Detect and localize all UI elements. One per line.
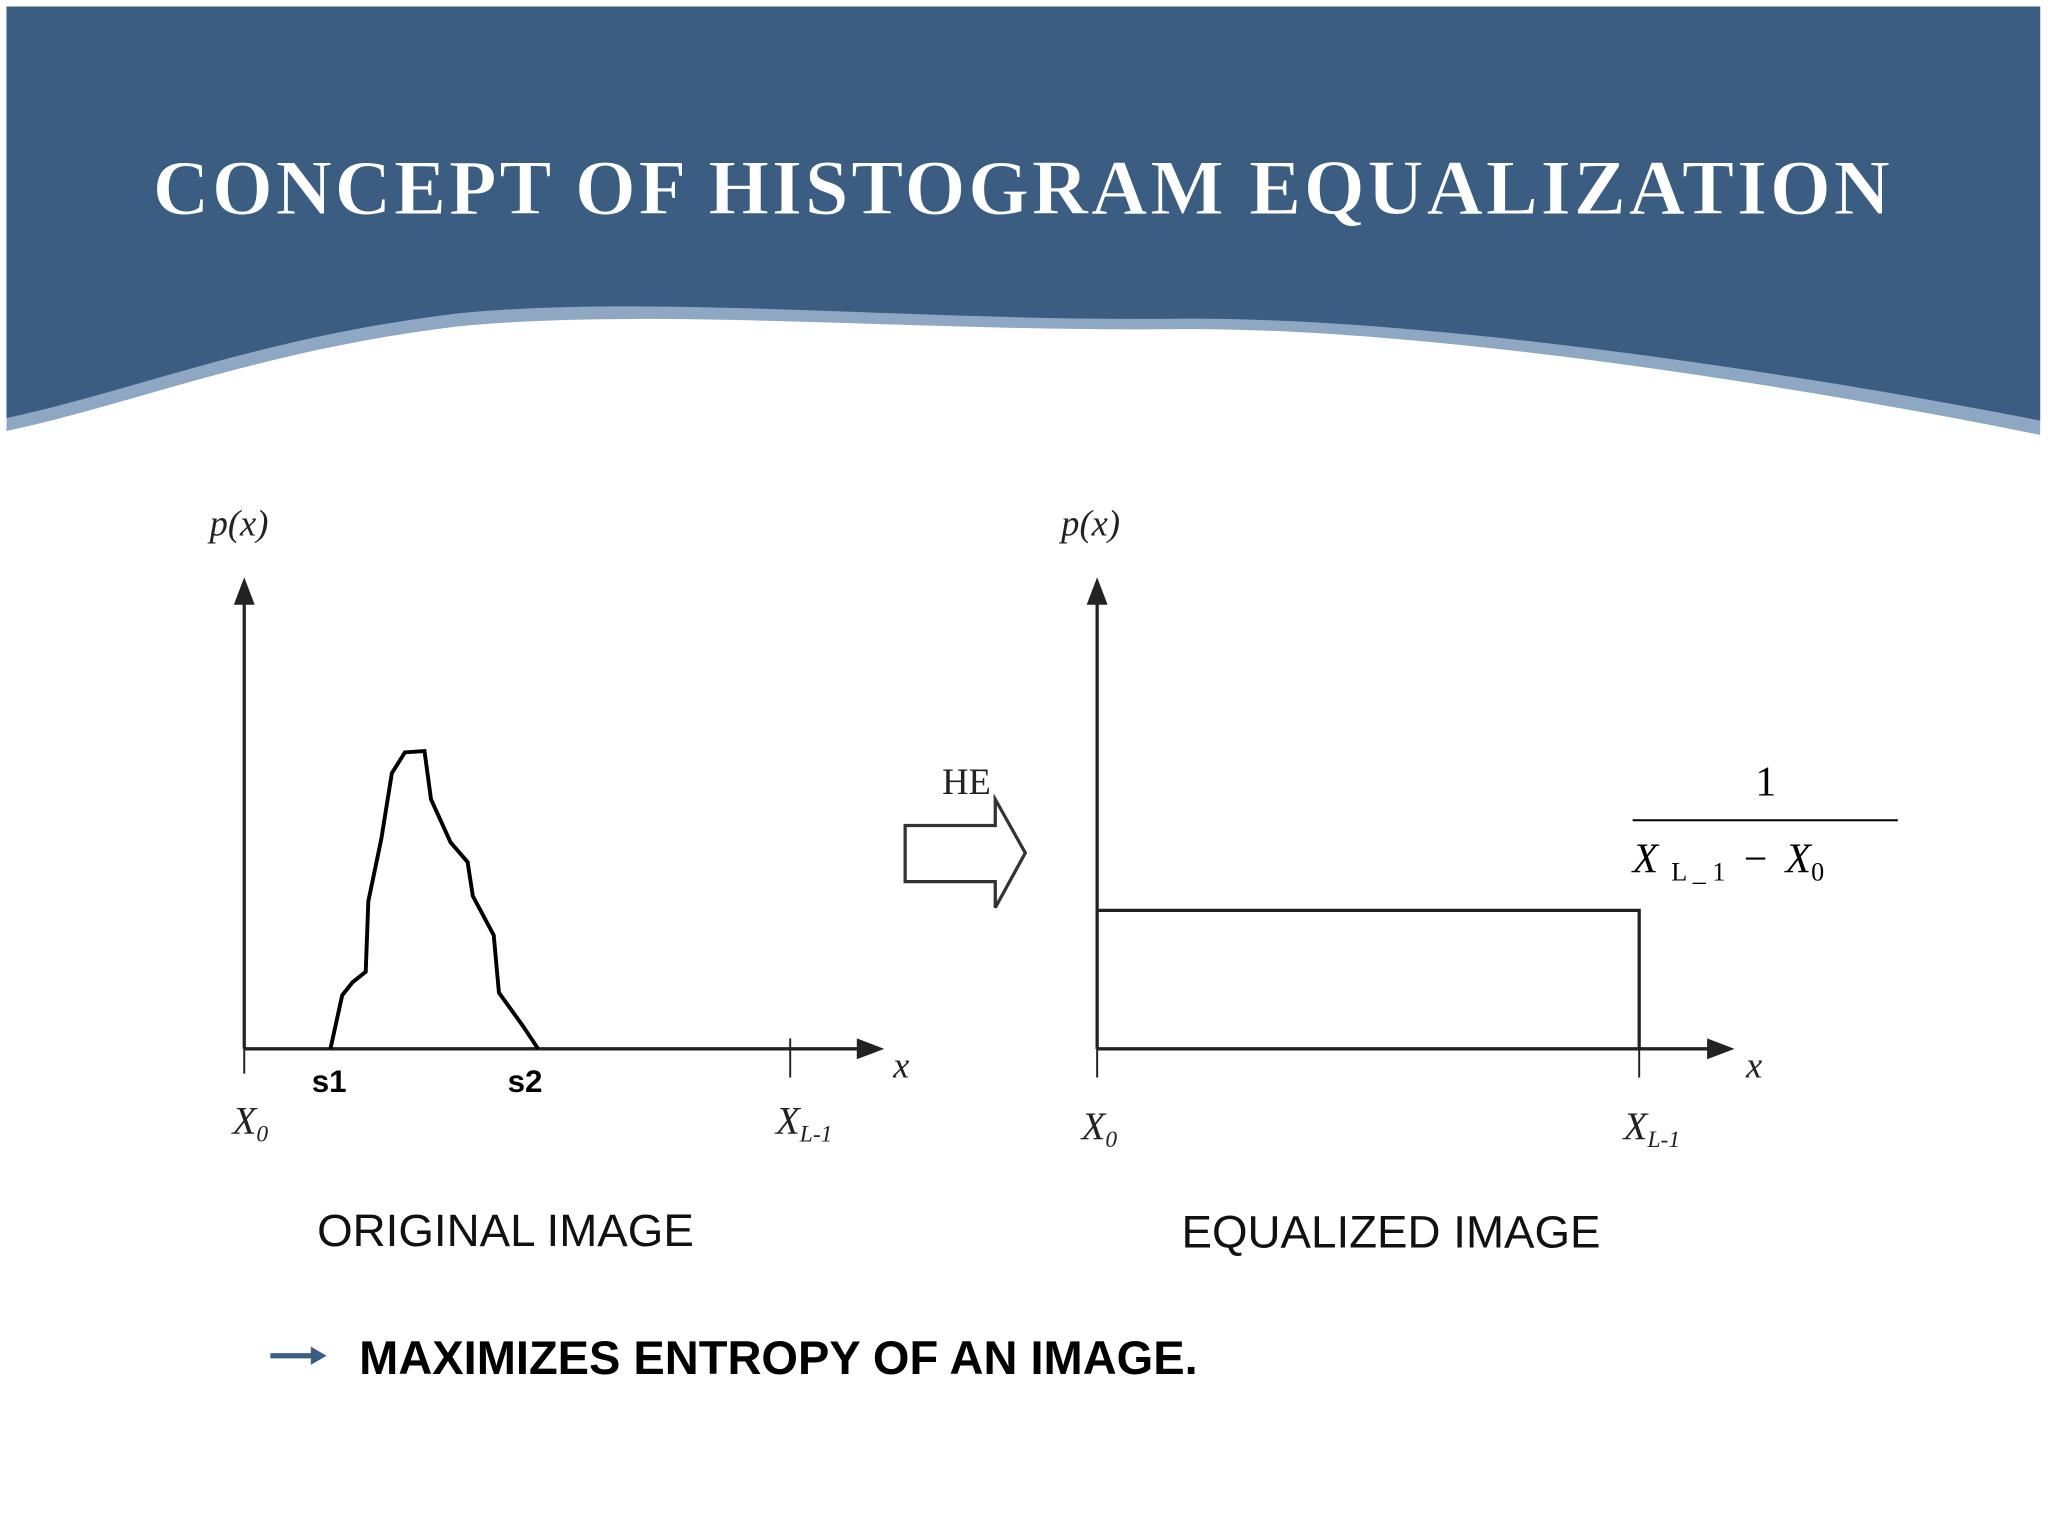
arrowhead: [1707, 1038, 1735, 1060]
y-label: p(x): [207, 503, 269, 544]
uniform-level: [1097, 908, 1641, 1049]
s2-label: s2: [508, 1064, 543, 1099]
x-start-sub: 0: [1105, 1127, 1117, 1153]
histogram-curve: [328, 748, 540, 1050]
numerator: 1: [1755, 759, 1776, 805]
equalized-axes: [1095, 598, 1714, 1078]
arrowhead: [1086, 577, 1108, 605]
arrowhead: [233, 577, 255, 605]
x-end-main: X: [774, 1100, 802, 1143]
original-axes: [242, 598, 863, 1078]
he-label: HE: [942, 761, 991, 802]
title: CONCEPT OF HISTOGRAM EQUALIZATION: [153, 144, 1893, 231]
term-sub: 0: [1811, 857, 1824, 886]
x-end: XL-1: [774, 1100, 833, 1148]
bullet-text: MAXIMIZES ENTROPY OF AN IMAGE.: [359, 1331, 1197, 1384]
x-label: x: [892, 1045, 909, 1086]
x-label: x: [1745, 1045, 1762, 1086]
arrowhead: [856, 1038, 885, 1060]
operator: −: [1744, 836, 1768, 882]
caption: EQUALIZED IMAGE: [1182, 1206, 1601, 1257]
term-main: X: [1631, 836, 1660, 882]
x-end: XL-1: [1622, 1105, 1681, 1153]
x-start-sub: 0: [256, 1122, 268, 1148]
x-end-sub: L-1: [799, 1122, 833, 1148]
bullet-arrowhead: [310, 1346, 327, 1365]
he-arrow: [903, 793, 1028, 909]
term-sub: L _ 1: [1671, 857, 1725, 886]
x-start-main: X: [1079, 1105, 1107, 1148]
y-label: p(x): [1058, 503, 1120, 544]
x-start-main: X: [230, 1100, 258, 1143]
x-end-main: X: [1622, 1105, 1650, 1148]
header: [6, 6, 2041, 421]
term-main: X: [1784, 836, 1813, 882]
caption: ORIGINAL IMAGE: [317, 1205, 694, 1256]
x-start: X0: [230, 1100, 268, 1148]
s1-label: s1: [312, 1064, 347, 1099]
x-start: X0: [1079, 1105, 1117, 1153]
x-end-sub: L-1: [1646, 1127, 1680, 1153]
